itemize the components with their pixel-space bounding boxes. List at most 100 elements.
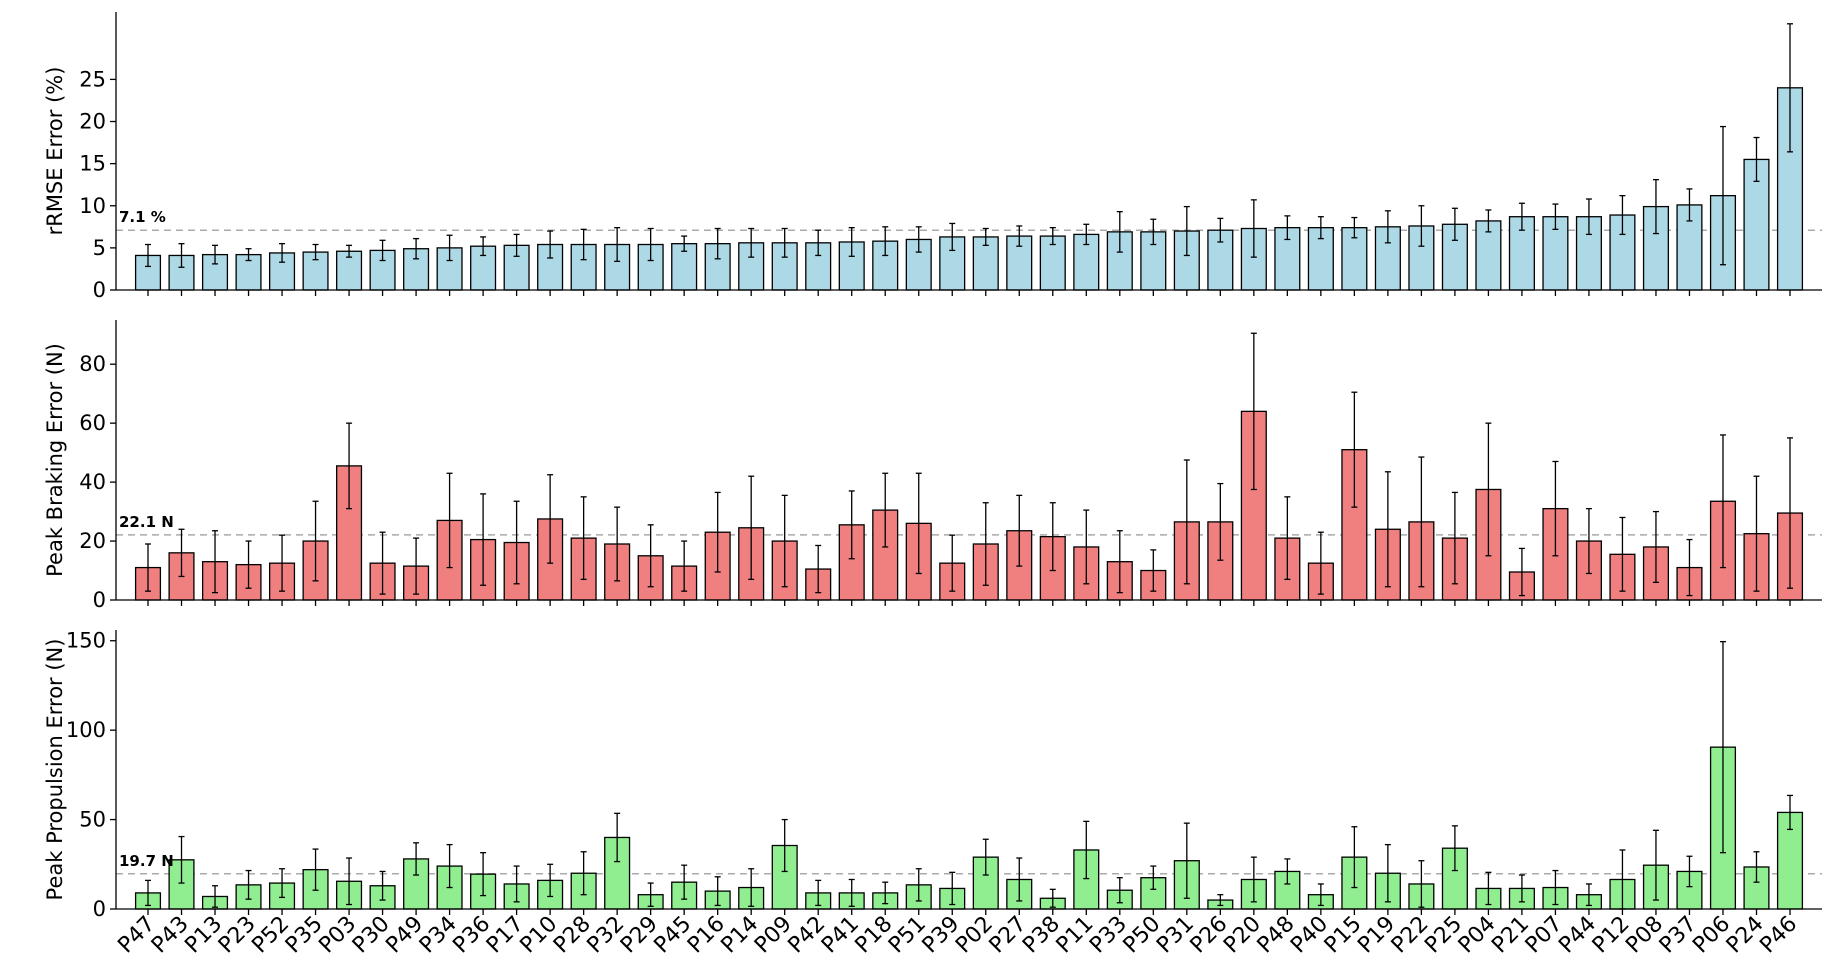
panel-2-errorbar-P47 bbox=[145, 543, 151, 592]
panel-2-ytick-label-80: 80 bbox=[79, 352, 106, 376]
panel-2-errorbar-P23 bbox=[245, 540, 252, 589]
panel-1-errorbar-P10 bbox=[547, 230, 554, 259]
panel-3-errorbar-P32 bbox=[614, 812, 621, 863]
panel-1-errorbar-P20 bbox=[1250, 199, 1257, 258]
panel-3-errorbar-P16 bbox=[714, 876, 721, 907]
panel-1-errorbar-P43 bbox=[178, 243, 185, 268]
panel-2-errorbar-P20 bbox=[1250, 332, 1257, 491]
panel-1-errorbar-P17 bbox=[513, 233, 520, 257]
panel-2-errorbar-P08 bbox=[1652, 510, 1659, 583]
panel-2-errorbar-P32 bbox=[614, 506, 621, 582]
panel-1-errorbar-P29 bbox=[647, 227, 654, 262]
panel-2-errorbar-P03 bbox=[346, 422, 353, 510]
panel-2-errorbar-P09 bbox=[781, 494, 788, 588]
panel-2-errorbar-P10 bbox=[547, 474, 554, 564]
panel-3-errorbar-P11 bbox=[1083, 820, 1090, 880]
panel-1-errorbar-P46 bbox=[1787, 23, 1793, 153]
panel-1-errorbar-P42 bbox=[815, 229, 822, 257]
panel-2-errorbar-P49 bbox=[413, 537, 420, 595]
panel-1-ylabel: rRMSE Error (%) bbox=[43, 67, 67, 236]
panel-3-errorbar-P49 bbox=[413, 842, 420, 876]
panel-3-errorbar-P20 bbox=[1250, 856, 1257, 903]
panel-2-errorbar-P25 bbox=[1451, 491, 1458, 585]
panel-3-errorbar-P24 bbox=[1753, 851, 1760, 883]
panel-3-errorbar-P28 bbox=[580, 851, 587, 896]
panel-3-errorbar-P41 bbox=[848, 878, 855, 907]
panel-2-errorbar-P27 bbox=[1016, 494, 1023, 567]
panel-3-errorbar-P47 bbox=[145, 879, 151, 907]
panel-1-errorbar-P39 bbox=[949, 222, 956, 252]
panel-3-errorbar-P25 bbox=[1451, 825, 1458, 872]
panel-3-errorbar-P40 bbox=[1317, 883, 1324, 907]
panel-1-errorbar-P45 bbox=[681, 235, 688, 252]
panel-3-errorbar-P26 bbox=[1217, 894, 1224, 907]
panel-1-ytick-label-15: 15 bbox=[79, 152, 106, 176]
panel-2-errorbar-P52 bbox=[279, 534, 286, 592]
panel-2-errorbar-P24 bbox=[1753, 475, 1760, 592]
panel-1-mean-label: 7.1 % bbox=[119, 208, 166, 226]
panel-2-errorbar-P14 bbox=[748, 475, 755, 581]
panel-1-errorbar-P52 bbox=[279, 243, 286, 263]
panel-3-errorbar-P17 bbox=[513, 865, 520, 903]
panel-1-ytick-label-5: 5 bbox=[93, 236, 106, 260]
panel-1-errorbar-P40 bbox=[1317, 216, 1324, 240]
panel-1-bar-P35 bbox=[302, 251, 329, 291]
panel-1-errorbar-P07 bbox=[1552, 203, 1559, 230]
panel-2-ylabel: Peak Braking Error (N) bbox=[43, 343, 67, 577]
panel-2-mean-label: 22.1 N bbox=[119, 513, 174, 531]
panel-1-errorbar-P15 bbox=[1351, 216, 1358, 239]
panel-3-errorbar-P30 bbox=[379, 870, 386, 901]
panel-3-errorbar-P07 bbox=[1552, 869, 1559, 906]
panel-1-ytick-label-25: 25 bbox=[79, 67, 106, 91]
panel-1-errorbar-P16 bbox=[714, 227, 721, 260]
panel-3-errorbar-P52 bbox=[279, 868, 286, 899]
panel-3-mean-label: 19.7 N bbox=[119, 852, 174, 870]
panel-1-errorbar-P31 bbox=[1183, 205, 1190, 257]
panel-1-bar-P28 bbox=[570, 243, 597, 291]
panel-1-bar-P23 bbox=[235, 253, 262, 291]
panel-1-errorbar-P19 bbox=[1384, 210, 1391, 244]
panel-3-errorbar-P42 bbox=[815, 879, 822, 907]
panel-1-errorbar-P51 bbox=[915, 226, 922, 253]
panel-3-errorbar-P38 bbox=[1049, 888, 1056, 908]
panel-1-errorbar-P18 bbox=[882, 226, 889, 257]
panel-2-errorbar-P33 bbox=[1116, 530, 1123, 594]
panel-1-errorbar-P09 bbox=[781, 227, 788, 258]
panel-3-errorbar-P50 bbox=[1150, 865, 1157, 890]
panel-2-errorbar-P29 bbox=[647, 524, 654, 588]
panel-2-ytick-label-20: 20 bbox=[79, 529, 106, 553]
panel-1-errorbar-P30 bbox=[379, 239, 386, 262]
panel-2-errorbar-P15 bbox=[1351, 391, 1358, 508]
panel-2-ytick-label-0: 0 bbox=[93, 588, 106, 612]
panel-2-errorbar-P43 bbox=[178, 528, 185, 578]
panel-3-errorbar-P29 bbox=[647, 882, 654, 907]
panel-1-errorbar-P26 bbox=[1217, 217, 1224, 243]
panel-2-ytick-label-60: 60 bbox=[79, 411, 106, 435]
panel-1-errorbar-P11 bbox=[1083, 223, 1090, 246]
panel-3-errorbar-P34 bbox=[446, 843, 453, 889]
panel-2-errorbar-P41 bbox=[848, 490, 855, 560]
panel-1-errorbar-P03 bbox=[346, 244, 353, 258]
panel-3-errorbar-P22 bbox=[1418, 860, 1425, 908]
panel-1-errorbar-P36 bbox=[480, 236, 487, 257]
panel-3-errorbar-P04 bbox=[1485, 871, 1492, 906]
panel-1-errorbar-P37 bbox=[1686, 188, 1693, 222]
panel-2-errorbar-P26 bbox=[1217, 482, 1224, 561]
panel-1-errorbar-P48 bbox=[1284, 215, 1291, 241]
panel-3-errorbar-P08 bbox=[1652, 829, 1659, 901]
panel-3-errorbar-P06 bbox=[1719, 640, 1726, 854]
panel-1-ytick-label-20: 20 bbox=[79, 110, 106, 134]
panel-3-errorbar-P37 bbox=[1686, 855, 1693, 888]
panel-3-errorbar-P31 bbox=[1183, 822, 1190, 899]
panel-3-errorbar-P51 bbox=[915, 868, 922, 902]
panel-3-errorbar-P48 bbox=[1284, 858, 1291, 885]
panel-1-errorbar-P33 bbox=[1116, 211, 1123, 253]
panel-2-errorbar-P11 bbox=[1083, 509, 1090, 585]
panel-3-ylabel: Peak Propulsion Error (N) bbox=[43, 639, 67, 901]
panel-1-errorbar-P22 bbox=[1418, 205, 1425, 247]
panel-1-errorbar-P21 bbox=[1518, 202, 1525, 231]
panel-2-errorbar-P38 bbox=[1049, 502, 1056, 572]
panel-2-errorbar-P22 bbox=[1418, 456, 1425, 588]
panel-3-errorbar-P27 bbox=[1016, 857, 1023, 902]
